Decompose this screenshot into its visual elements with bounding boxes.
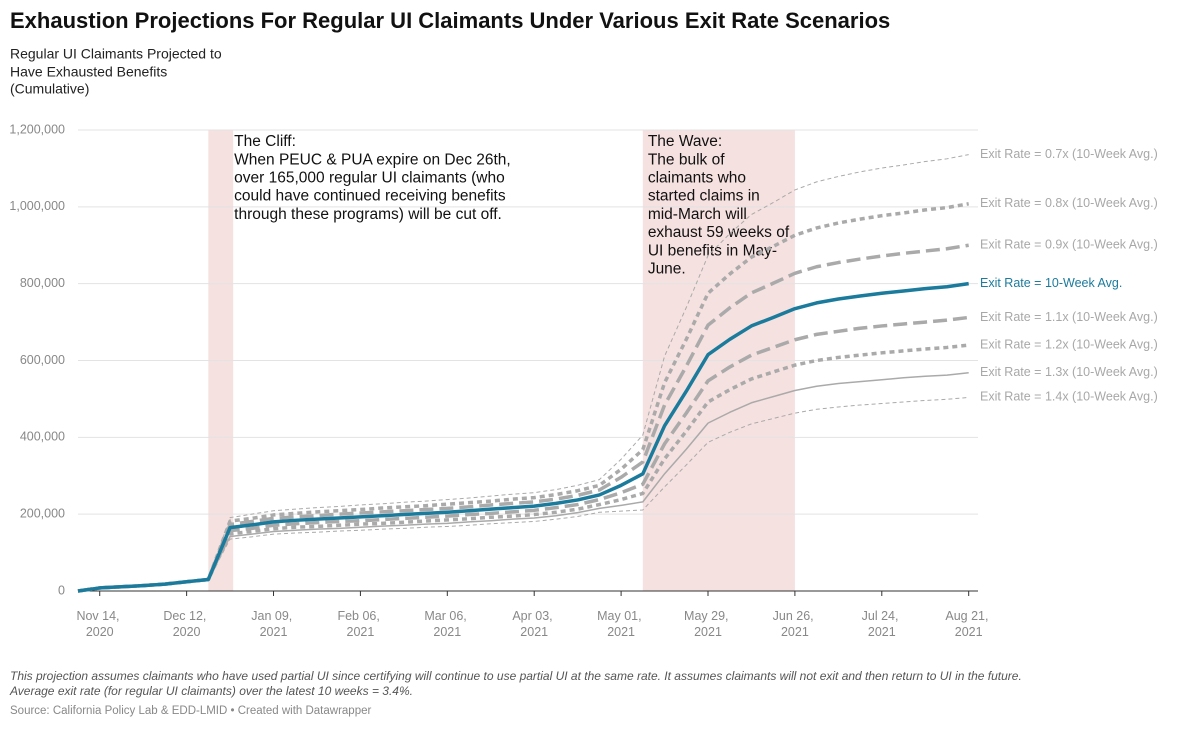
x-tick-label: Mar 06, 2021 (424, 609, 470, 639)
series-label: Exit Rate = 1.2x (10-Week Avg.) (980, 337, 1158, 351)
y-tick-label: 800,000 (20, 276, 65, 290)
series-label: Exit Rate = 10-Week Avg. (980, 276, 1122, 290)
series-label: Exit Rate = 0.8x (10-Week Avg.) (980, 196, 1158, 210)
y-tick-label: 1,200,000 (9, 122, 65, 136)
series-label: Exit Rate = 1.4x (10-Week Avg.) (980, 390, 1158, 404)
x-tick-label: Dec 12, 2020 (163, 609, 210, 639)
x-tick-label: May 29, 2021 (684, 609, 732, 639)
footnote: Average exit rate (for regular UI claima… (9, 684, 413, 698)
x-tick-label: Jun 26, 2021 (773, 609, 817, 639)
series-line (77, 343, 969, 593)
x-tick-label: Nov 14, 2020 (76, 609, 123, 639)
series-line (77, 154, 969, 592)
annotation-text: over 165,000 regular UI claimants (who (234, 169, 505, 186)
series-label: Exit Rate = 1.3x (10-Week Avg.) (980, 365, 1158, 379)
annotation-text: started claims in (648, 188, 760, 205)
annotation-text: exhaust 59 weeks of (648, 224, 790, 241)
y-tick-label: 600,000 (20, 353, 65, 367)
annotation-text: June. (648, 260, 686, 277)
series-line (77, 281, 969, 593)
x-tick-label: Jan 09, 2021 (251, 609, 295, 639)
x-tick-label: May 01, 2021 (597, 609, 645, 639)
x-tick-label: Feb 06, 2021 (337, 609, 383, 639)
series-label: Exit Rate = 0.9x (10-Week Avg.) (980, 238, 1158, 252)
annotation-text: The Wave: (648, 133, 722, 150)
series-label: Exit Rate = 0.7x (10-Week Avg.) (980, 147, 1158, 161)
annotation-text: could have continued receiving benefits (234, 188, 506, 205)
series-label: Exit Rate = 1.1x (10-Week Avg.) (980, 310, 1158, 324)
y-tick-label: 400,000 (20, 430, 65, 444)
series-line (77, 315, 969, 593)
y-tick-label: 1,000,000 (9, 199, 65, 213)
annotation-text: through these programs) will be cut off. (234, 206, 502, 223)
annotation-text: When PEUC & PUA expire on Dec 26th, (234, 151, 511, 168)
series-line (77, 396, 969, 592)
source: Source: California Policy Lab & EDD-LMID… (10, 705, 371, 717)
annotation-text: The Cliff: (234, 133, 296, 150)
x-tick-label: Aug 21, 2021 (945, 609, 992, 639)
y-tick-label: 0 (58, 583, 65, 597)
subtitle: Regular UI Claimants Projected to (10, 46, 222, 62)
footnote: This projection assumes claimants who ha… (10, 669, 1022, 683)
x-tick-label: Apr 03, 2021 (512, 609, 556, 639)
subtitle: Have Exhausted Benefits (10, 64, 167, 80)
annotation-text: mid-March will (648, 206, 747, 223)
x-tick-label: Jul 24, 2021 (862, 609, 902, 639)
y-tick-label: 200,000 (20, 506, 65, 520)
subtitle: (Cumulative) (10, 81, 89, 97)
series-line (77, 372, 969, 592)
annotation-text: The bulk of (648, 151, 725, 168)
annotation-text: claimants who (648, 169, 746, 186)
chart-title: Exhaustion Projections For Regular UI Cl… (10, 8, 890, 33)
